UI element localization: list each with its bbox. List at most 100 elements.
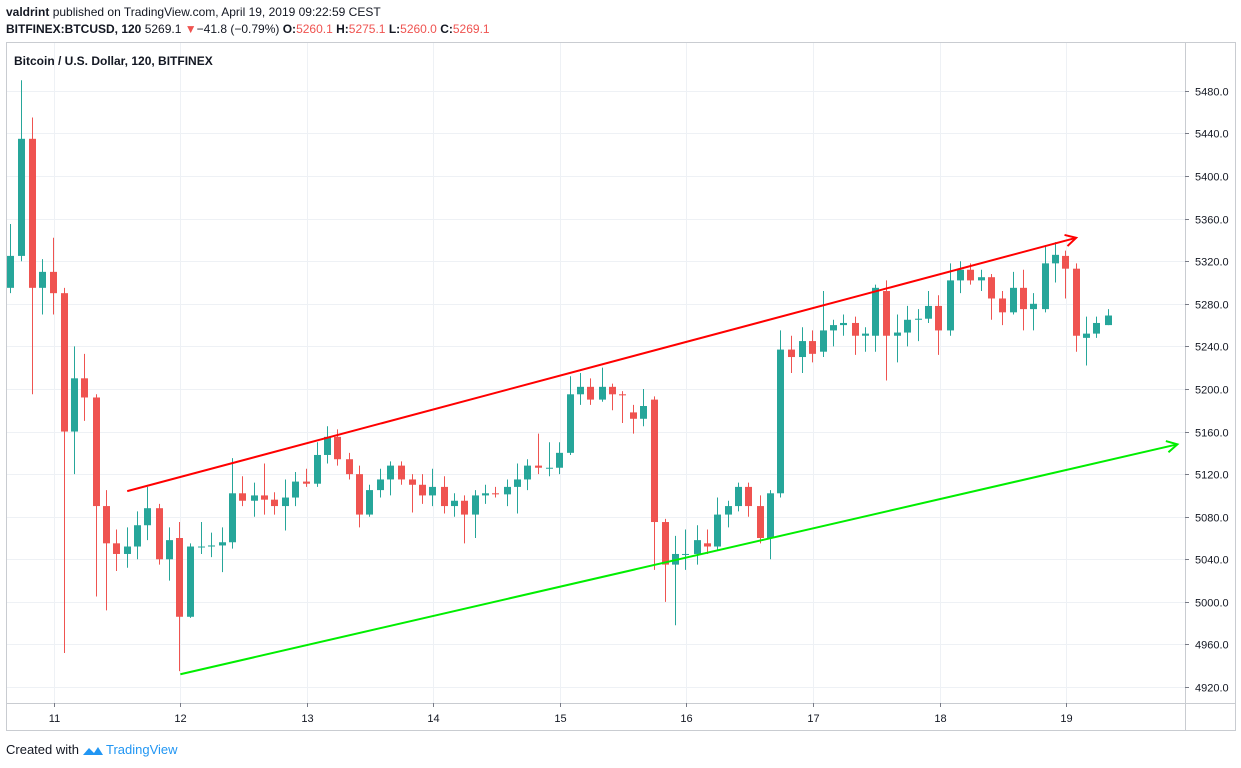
candle-down [852, 316, 859, 355]
candle-body [640, 406, 647, 419]
candle-body [694, 540, 701, 554]
candle-down [1020, 269, 1027, 331]
candle-body [144, 508, 151, 526]
candle-down [1062, 250, 1069, 299]
published-text: published on TradingView.com, April 19, … [52, 5, 381, 19]
candle-down [61, 287, 68, 653]
resistance-arrowhead [1064, 233, 1079, 247]
time-tick-label: 16 [680, 713, 692, 725]
footer: Created with TradingView [6, 742, 178, 758]
candle-body [7, 255, 14, 288]
change-down-arrow-icon: ▼ [184, 22, 197, 36]
candle-down [704, 529, 711, 554]
candle-down [81, 353, 88, 421]
candle-down [441, 476, 448, 514]
candle-up [7, 223, 14, 294]
time-tick-label: 12 [174, 713, 186, 725]
candle-up [925, 291, 932, 323]
candle-up [219, 527, 226, 573]
candle-up [567, 376, 574, 455]
tradingview-brand[interactable]: TradingView [105, 742, 178, 757]
candle-up [840, 314, 847, 336]
candle-body [1042, 263, 1049, 310]
price-tick-label: 5080.0 [1195, 513, 1229, 525]
candle-up [894, 314, 901, 363]
candle-body [651, 399, 658, 523]
candle-body [967, 269, 974, 281]
author-name[interactable]: valdrint [6, 5, 50, 19]
support-trendline[interactable] [180, 440, 1180, 676]
candle-body [156, 508, 163, 560]
candle-down [239, 476, 246, 507]
candle-body [704, 543, 711, 547]
candle-body [1083, 333, 1090, 338]
candle-body [239, 493, 246, 501]
candle-body [1010, 287, 1017, 313]
low-label: L: [388, 22, 401, 36]
candle-up [377, 468, 384, 498]
candle-body [840, 322, 847, 326]
candle-up [830, 319, 837, 347]
price-axis[interactable]: 4920.0 4960.0 5000.0 5040.0 5080.0 5120.0 5160… [1185, 87, 1229, 695]
candle-body [947, 280, 954, 331]
candle-body [1020, 287, 1027, 310]
candle-body [429, 486, 436, 496]
candle-body [999, 298, 1006, 313]
support-line[interactable] [180, 443, 1178, 676]
candle-body [935, 305, 942, 331]
candle-down [409, 474, 416, 513]
price-tick-label: 5000.0 [1195, 598, 1229, 610]
candle-up [872, 284, 879, 352]
candle-down [662, 518, 669, 602]
price-tick-label: 5320.0 [1195, 257, 1229, 269]
candle-up [957, 261, 964, 294]
candle-body [229, 493, 236, 543]
candle-body [377, 479, 384, 491]
candle-body [251, 495, 258, 501]
candle-up [208, 532, 215, 558]
candle-body [682, 553, 689, 555]
candles [7, 80, 1112, 672]
price-tick-label: 4920.0 [1195, 683, 1229, 695]
support-arrowhead [1165, 440, 1180, 454]
candle-body [198, 546, 205, 548]
candle-down [883, 280, 890, 381]
created-with-text: Created with [6, 742, 79, 757]
candle-body [577, 386, 584, 395]
candle-body [915, 318, 922, 320]
close-value: 5269.1 [452, 22, 490, 36]
candle-body [599, 386, 606, 400]
candle-up [134, 511, 141, 560]
candle-up [18, 80, 25, 262]
candle-up [1083, 316, 1090, 366]
price-tick-label: 5280.0 [1195, 300, 1229, 312]
time-axis[interactable]: 11 12 13 14 15 16 17 18 19 [49, 703, 1073, 725]
candle-up [546, 442, 553, 477]
resistance-line[interactable] [126, 236, 1077, 493]
candle-up [282, 479, 289, 531]
candle-down [461, 495, 468, 544]
candle-up [251, 482, 258, 517]
candle-body [50, 271, 57, 294]
candle-up [71, 346, 78, 475]
trendlines [126, 233, 1180, 676]
time-tick-label: 17 [807, 713, 819, 725]
candle-body [409, 479, 416, 485]
candle-up [124, 527, 131, 568]
candle-up [1030, 293, 1037, 331]
candle-down [988, 274, 995, 320]
candle-up [314, 442, 321, 487]
candle-body [504, 486, 511, 495]
candle-body [546, 467, 553, 469]
candle-down [492, 486, 499, 498]
candle-body [862, 333, 869, 336]
candle-body [556, 452, 563, 468]
time-tick-label: 11 [49, 713, 60, 725]
candle-down [261, 463, 268, 515]
resistance-trendline[interactable] [126, 233, 1079, 493]
candle-body [81, 378, 88, 398]
candle-body [820, 330, 827, 352]
candle-body [1062, 255, 1069, 269]
candle-body [630, 412, 637, 419]
